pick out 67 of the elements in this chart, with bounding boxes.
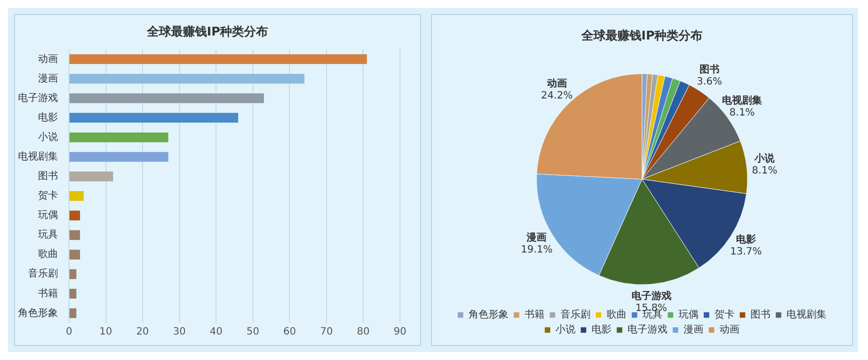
y-tick-label: 角色形象 [18,306,58,319]
slice-label: 动画 [546,77,567,90]
x-tick-label: 30 [172,326,186,338]
legend-label: 小说 [556,324,576,336]
y-tick-label: 歌曲 [38,248,58,260]
y-tick-label: 漫画 [38,72,58,84]
bar [70,250,80,260]
y-tick-label: 动画 [38,54,58,65]
y-tick-label: 玩具 [38,230,58,241]
legend-label: 贺卡 [714,308,734,321]
y-tick-label: 电子游戏 [18,92,58,104]
bar [70,172,114,182]
bar [70,308,76,318]
y-tick-label: 图书 [38,170,58,182]
y-tick-label: 玩偶 [38,210,58,222]
bar [70,288,76,299]
legend-label: 电视剧集 [786,308,826,321]
x-tick-label: 0 [66,326,72,338]
legend-label: 漫画 [684,324,704,336]
x-tick-label: 90 [394,326,406,338]
y-tick-label: 电影 [38,111,58,124]
chart-title: 全球最赚钱IP种类分布 [146,24,268,38]
x-tick-label: 80 [356,326,370,338]
x-tick-label: 60 [283,326,296,338]
data-label: 8.1% [729,108,755,119]
legend-label: 动画 [720,324,740,336]
bar [70,132,168,142]
data-label: 24.2% [541,90,573,102]
slice-label: 电影 [736,233,756,246]
data-label: 19.1% [520,244,553,256]
bar [70,93,264,104]
bar [70,152,168,162]
data-label: 13.7% [730,246,762,258]
y-tick-label: 电视剧集 [18,150,58,162]
slice-label: 小说 [754,152,776,164]
legend-label: 玩偶 [678,310,698,321]
bar [70,230,80,240]
legend-label: 歌曲 [606,308,626,321]
slice-label: 电视剧集 [722,94,762,107]
legend-label: 书籍 [524,308,544,321]
x-tick-label: 40 [210,326,222,338]
bar [70,54,367,64]
slice-label: 图书 [699,63,720,76]
y-tick-label: 音乐剧 [28,268,58,280]
x-tick-label: 70 [320,326,333,338]
x-tick-label: 50 [246,326,260,338]
data-label: 8.1% [752,165,778,176]
bar [70,269,76,280]
legend-label: 玩具 [642,310,662,321]
x-tick-label: 10 [99,326,112,338]
bar [70,191,84,201]
legend-label: 电子游戏 [628,324,668,336]
slice-label: 电子游戏 [631,290,672,302]
y-tick-label: 小说 [38,130,58,143]
legend-label: 图书 [750,308,770,321]
slice-label: 漫画 [526,231,547,244]
legend-label: 电影 [592,324,612,336]
bar [70,210,80,220]
legend-label: 角色形象 [468,308,508,321]
bar [70,74,304,84]
legend-label: 音乐剧 [560,308,590,321]
y-tick-label: 贺卡 [38,190,58,202]
x-tick-label: 20 [136,326,149,338]
y-tick-label: 书籍 [38,287,58,300]
chart-title: 全球最赚钱IP种类分布 [580,28,703,42]
bar [70,112,238,123]
data-label: 3.6% [696,76,722,88]
